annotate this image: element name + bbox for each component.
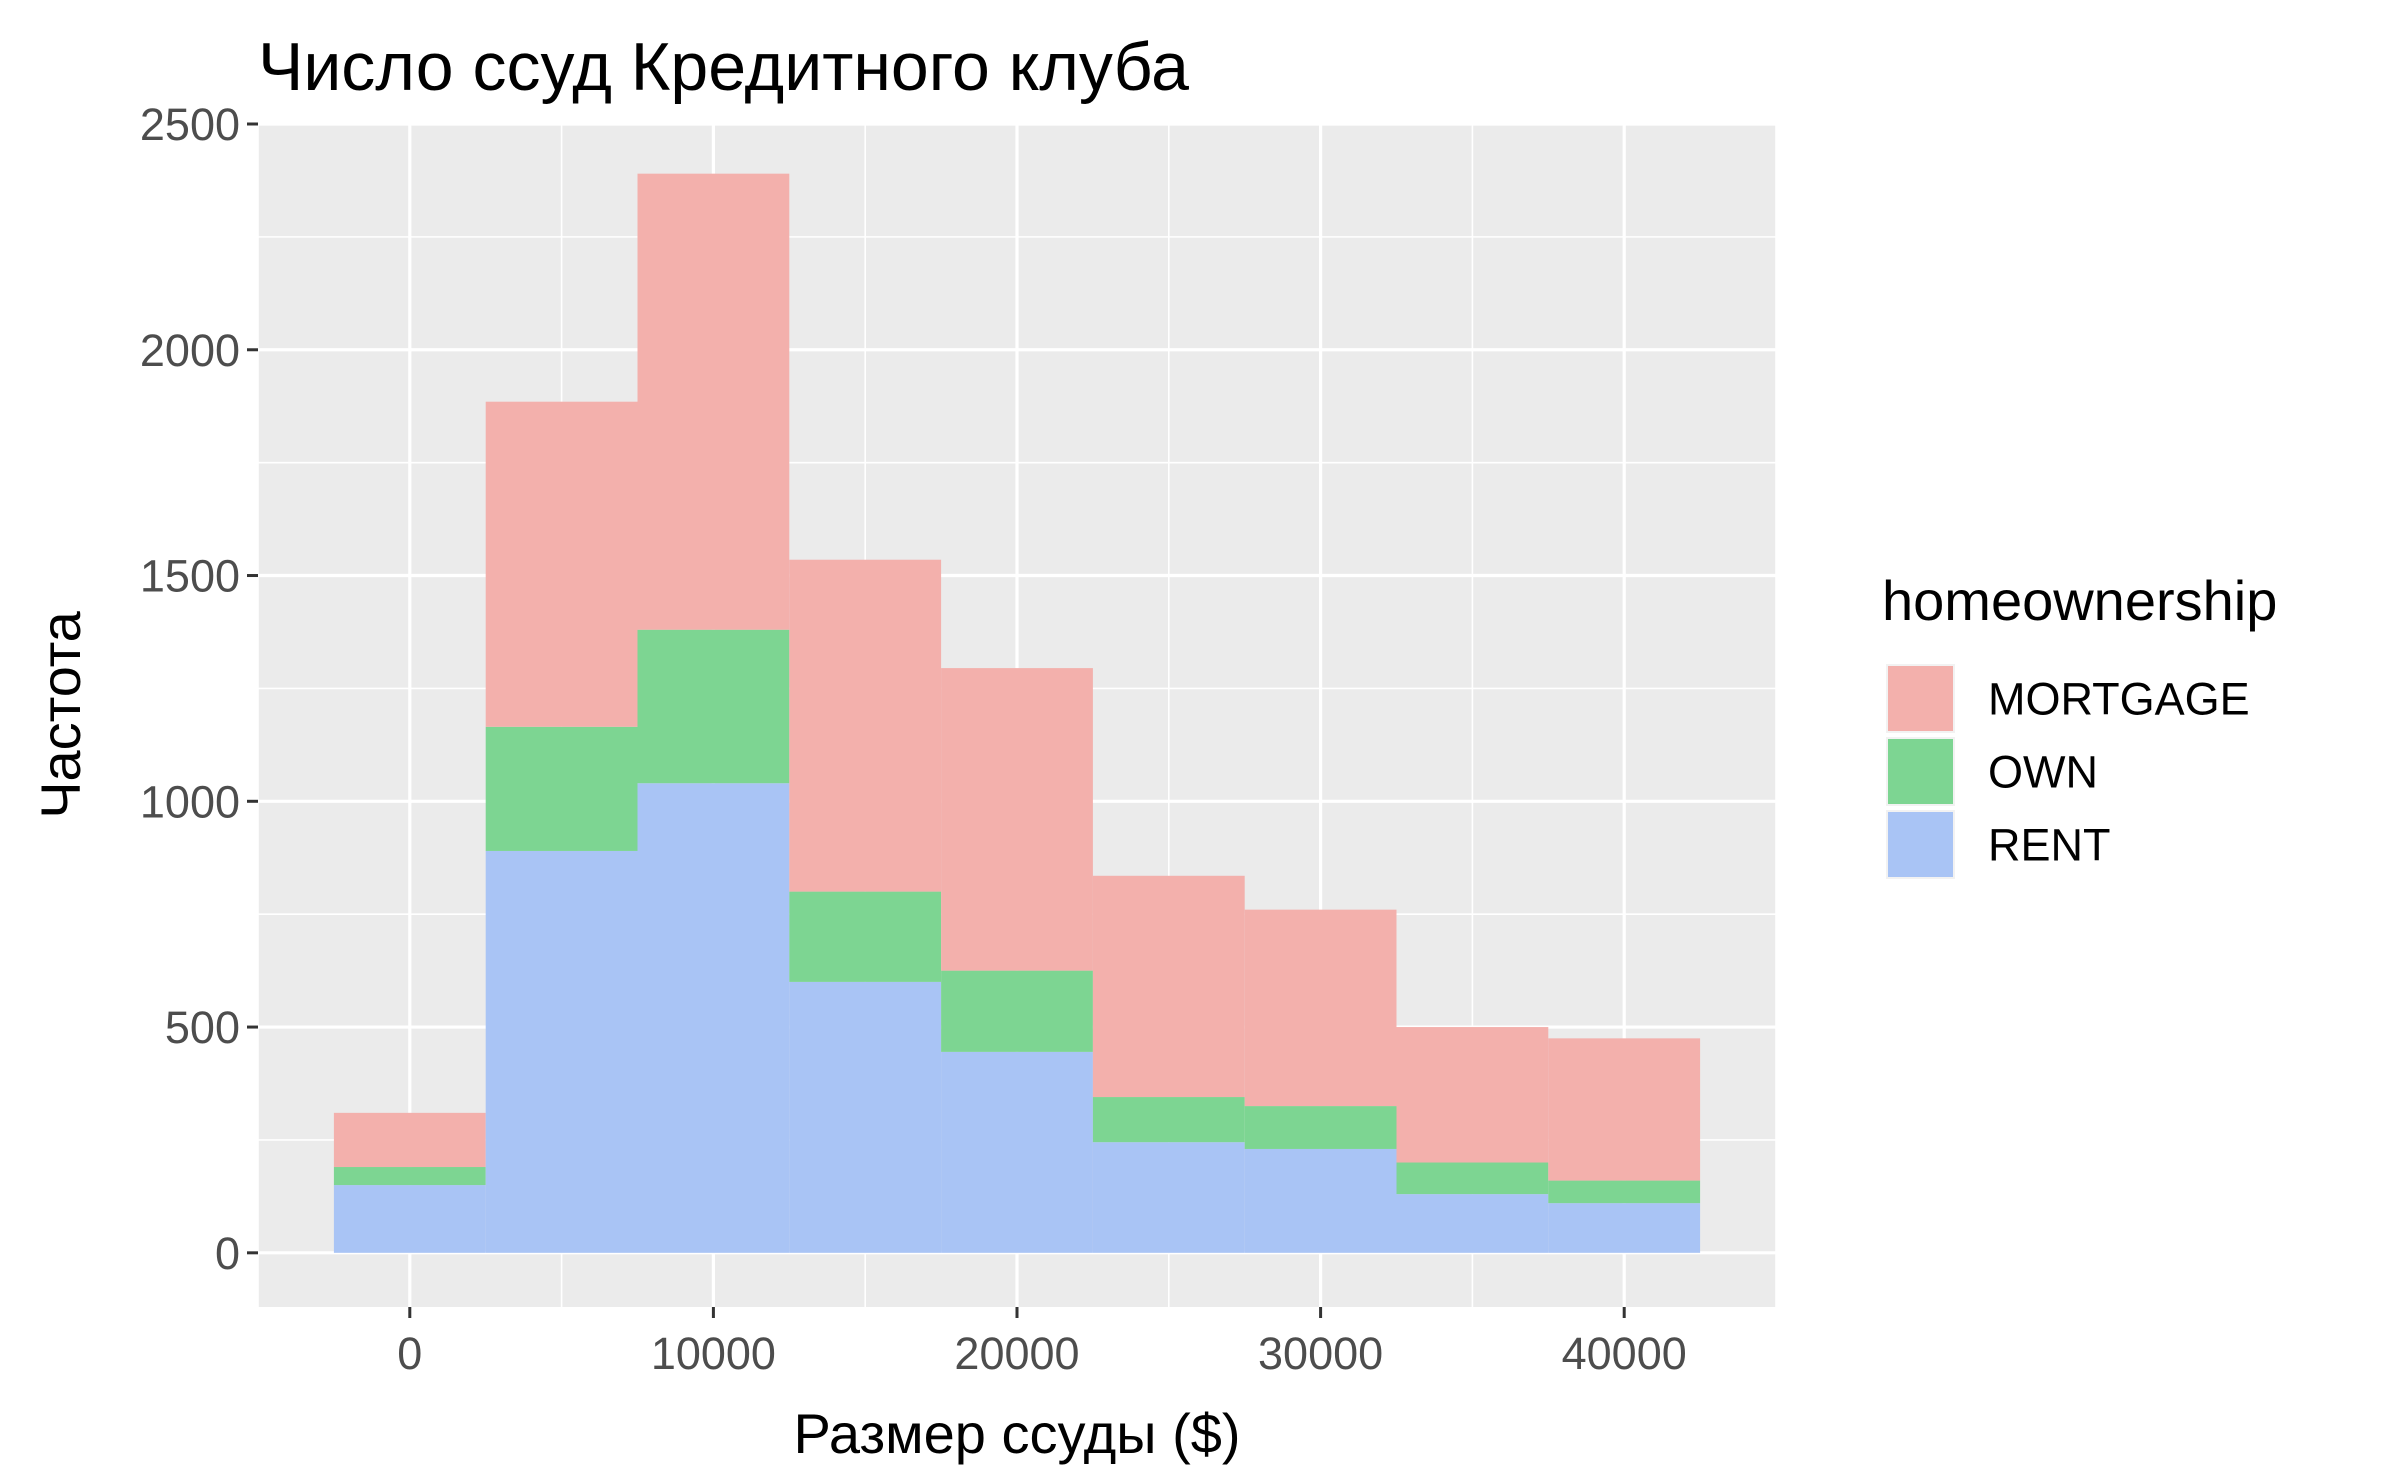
- y-axis-title: Частота: [29, 610, 92, 818]
- bar-rent: [637, 783, 790, 1253]
- legend: homeownership MORTGAGE OWN RENT: [1882, 569, 2277, 879]
- bar-mortgage: [1548, 1038, 1701, 1181]
- bar-rent: [1548, 1203, 1701, 1253]
- bar-own: [1396, 1162, 1549, 1195]
- bar-rent: [1092, 1142, 1245, 1253]
- legend-key-rent: [1888, 812, 1953, 877]
- bar-mortgage: [637, 173, 790, 630]
- bar-rent: [1396, 1194, 1549, 1253]
- y-tick-label: 2500: [140, 99, 240, 150]
- bar-own: [789, 891, 942, 982]
- y-tick-label: 2000: [140, 325, 240, 376]
- x-axis-title: Размер ссуды ($): [793, 1402, 1240, 1465]
- bar-mortgage: [1396, 1027, 1549, 1163]
- y-tick-label: 1500: [140, 551, 240, 602]
- y-tick-label: 500: [165, 1002, 240, 1053]
- x-tick-label: 0: [397, 1328, 422, 1379]
- x-tick-label: 20000: [954, 1328, 1079, 1379]
- bar-own: [485, 726, 638, 851]
- bar-mortgage: [333, 1112, 486, 1168]
- legend-label-rent: RENT: [1988, 820, 2111, 871]
- bar-rent: [1244, 1148, 1397, 1253]
- bar-mortgage: [789, 559, 942, 892]
- y-tick-label: 0: [215, 1228, 240, 1279]
- bar-own: [1092, 1097, 1245, 1143]
- y-tick-label: 1000: [140, 776, 240, 827]
- legend-label-mortgage: MORTGAGE: [1988, 674, 2250, 725]
- histogram-bars: [333, 173, 1701, 1253]
- bar-own: [333, 1167, 486, 1186]
- x-tick-label: 30000: [1258, 1328, 1383, 1379]
- bar-rent: [485, 850, 638, 1253]
- x-axis: 0 10000 20000 30000 40000: [397, 1307, 1687, 1379]
- x-tick-label: 40000: [1562, 1328, 1687, 1379]
- legend-key-mortgage: [1888, 666, 1953, 731]
- bar-rent: [941, 1051, 1093, 1253]
- legend-label-own: OWN: [1988, 747, 2098, 798]
- bar-own: [941, 970, 1093, 1052]
- bar-own: [637, 629, 790, 784]
- bar-mortgage: [485, 401, 638, 727]
- x-tick-label: 10000: [651, 1328, 776, 1379]
- bar-mortgage: [941, 668, 1093, 971]
- bar-own: [1244, 1106, 1397, 1149]
- y-axis: 0 500 1000 1500 2000 2500: [140, 99, 258, 1279]
- bar-mortgage: [1244, 909, 1397, 1107]
- bar-rent: [789, 981, 942, 1253]
- legend-title: homeownership: [1882, 569, 2277, 632]
- bar-rent: [333, 1185, 486, 1253]
- bar-mortgage: [1092, 875, 1245, 1098]
- legend-key-own: [1888, 739, 1953, 804]
- bar-own: [1548, 1180, 1701, 1204]
- chart-title: Число ссуд Кредитного клуба: [258, 29, 1189, 105]
